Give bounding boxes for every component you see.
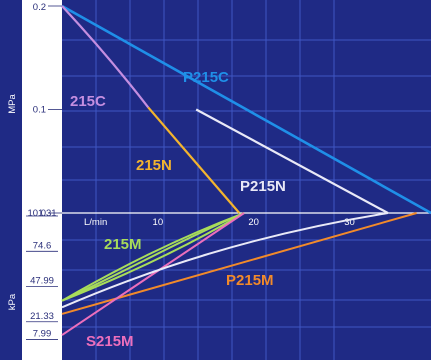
series-lines	[61, 4, 431, 336]
series-line-p215m-vacuum	[61, 212, 417, 315]
series-line-p215n	[195, 108, 389, 214]
series-label-215n: 215N	[136, 157, 172, 174]
series-label-215m: 215M	[104, 236, 142, 253]
series-labels: P215C 215C 215N P215N 215M P215M S215M	[70, 69, 286, 350]
lower-tick-label: 7.99	[33, 328, 52, 339]
upper-unit-label: MPa	[7, 94, 18, 114]
series-label-s215m: S215M	[86, 333, 134, 350]
x-tick-label: 30	[344, 217, 355, 228]
lower-tick-label: 47.99	[30, 276, 54, 287]
lower-tick-label: 74.6	[33, 240, 52, 251]
x-tick-label: 10	[153, 217, 164, 228]
upper-tick-label: 0.2	[33, 2, 46, 13]
lower-unit-label: kPa	[7, 293, 18, 310]
lower-tick-label: 21.33	[30, 311, 54, 322]
series-line-215n	[147, 106, 241, 214]
series-label-p215n: P215N	[240, 178, 286, 195]
series-label-215c: 215C	[70, 93, 106, 110]
series-line-s215m-vacuum	[61, 212, 245, 336]
y-unit-strip	[0, 0, 22, 360]
series-line-p215n-vacuum	[61, 212, 389, 309]
series-line-215m-vacuum	[61, 212, 245, 302]
x-unit-label: L/min	[84, 217, 107, 228]
x-tick-label: 20	[248, 217, 259, 228]
upper-tick-label: 0	[41, 208, 46, 219]
upper-tick-label: 0.1	[33, 105, 46, 116]
series-line-215m-vacuum	[61, 212, 245, 302]
series-line-215m-vacuum	[61, 212, 245, 302]
series-line-215c	[61, 5, 150, 109]
lower-tick-label: 101.31	[27, 208, 56, 219]
series-label-p215c: P215C	[183, 69, 229, 86]
grid	[62, 0, 431, 360]
series-line-p215c	[61, 4, 431, 215]
series-label-p215m: P215M	[226, 272, 274, 289]
